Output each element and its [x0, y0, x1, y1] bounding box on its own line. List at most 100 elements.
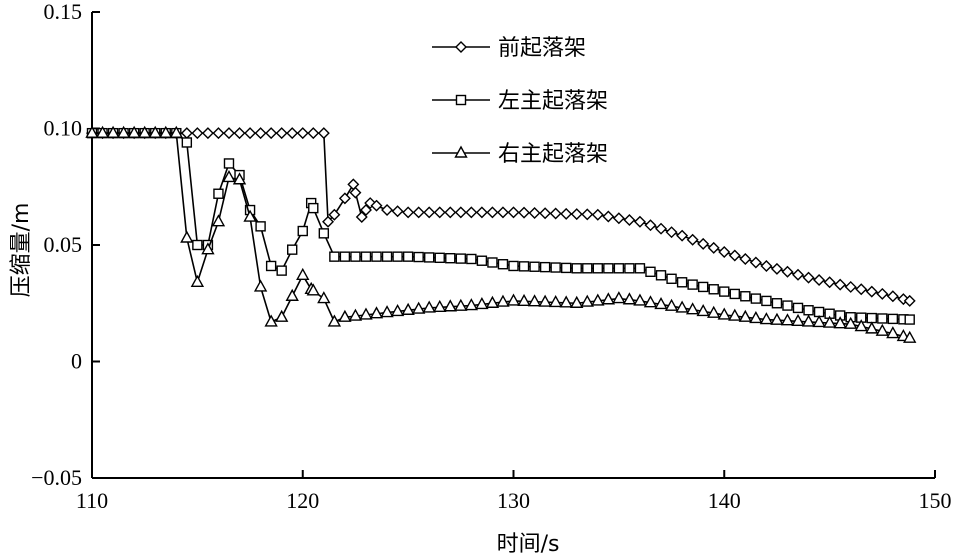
legend-label: 前起落架	[498, 36, 586, 61]
data-point	[803, 305, 814, 316]
data-point	[275, 127, 288, 140]
data-point	[506, 293, 521, 306]
data-point	[201, 127, 214, 140]
data-point	[350, 251, 361, 262]
data-point	[844, 280, 857, 293]
data-point	[455, 253, 467, 264]
data-point	[497, 259, 509, 270]
data-point	[782, 300, 793, 311]
data-point	[116, 125, 131, 138]
data-point	[243, 209, 257, 222]
data-point	[655, 270, 667, 281]
data-point	[306, 283, 320, 296]
data-point	[296, 267, 310, 280]
data-point	[95, 125, 110, 138]
data-point	[801, 314, 816, 327]
data-point	[548, 295, 563, 308]
data-point	[233, 127, 246, 140]
data-point	[244, 127, 257, 140]
data-point	[582, 263, 593, 274]
data-point	[876, 287, 889, 300]
data-point	[696, 303, 710, 317]
data-point	[550, 262, 561, 273]
legend-marker	[455, 41, 467, 53]
data-point	[496, 206, 509, 219]
data-point	[603, 263, 614, 274]
data-point	[771, 298, 783, 309]
data-point	[180, 230, 194, 243]
data-point	[665, 226, 678, 239]
data-point	[539, 207, 552, 220]
data-point	[707, 241, 720, 254]
data-point	[423, 206, 436, 219]
data-point	[834, 278, 847, 291]
data-point	[664, 298, 679, 311]
data-point	[212, 127, 225, 140]
data-point	[454, 206, 467, 219]
y-tick-label: −0.05	[31, 465, 82, 490]
data-point	[339, 251, 351, 262]
data-point	[676, 277, 688, 288]
data-point	[719, 286, 730, 297]
data-point	[802, 271, 815, 284]
data-point	[738, 309, 753, 322]
data-point	[581, 208, 594, 221]
data-point	[717, 307, 731, 320]
data-point	[347, 178, 360, 191]
data-point	[265, 260, 277, 272]
data-point	[412, 206, 425, 219]
data-point	[707, 305, 721, 318]
data-point	[465, 206, 478, 219]
data-point	[612, 212, 625, 225]
data-point	[138, 125, 152, 138]
x-tick-label: 140	[708, 488, 741, 513]
data-point	[253, 279, 268, 292]
y-tick-label: 0.10	[44, 116, 83, 141]
data-point	[232, 172, 247, 185]
data-point	[866, 312, 877, 324]
data-point	[329, 251, 340, 262]
data-point	[507, 206, 520, 219]
data-point	[750, 293, 762, 304]
data-point	[274, 309, 289, 322]
series-layer	[85, 125, 917, 343]
data-point	[486, 206, 499, 219]
data-point	[508, 260, 519, 272]
data-point	[454, 298, 468, 311]
data-point	[623, 213, 636, 226]
data-point	[370, 199, 383, 212]
data-point	[360, 251, 372, 262]
data-point	[622, 292, 637, 305]
data-point	[190, 274, 205, 287]
data-point	[770, 262, 783, 275]
data-point	[633, 215, 646, 228]
data-point	[359, 204, 372, 217]
data-point	[643, 295, 658, 308]
data-point	[904, 314, 915, 325]
data-point	[654, 296, 668, 310]
data-point	[833, 316, 847, 329]
data-point	[348, 308, 363, 321]
data-point	[443, 299, 457, 312]
data-point	[338, 192, 351, 205]
data-point	[613, 263, 625, 274]
data-point	[854, 319, 868, 332]
data-point	[222, 169, 236, 183]
data-point	[697, 281, 709, 293]
data-point	[359, 307, 373, 320]
data-point	[570, 208, 583, 221]
data-point	[759, 312, 774, 325]
data-point	[169, 125, 183, 138]
data-point	[570, 295, 584, 308]
data-point	[264, 314, 278, 327]
data-point	[686, 233, 699, 246]
data-point	[380, 305, 394, 318]
series-3	[85, 125, 917, 343]
data-point	[308, 202, 319, 214]
data-point	[875, 323, 889, 336]
data-point	[822, 315, 837, 328]
data-point	[527, 294, 542, 307]
data-point	[318, 228, 330, 239]
data-point	[338, 309, 352, 322]
data-point	[624, 263, 635, 274]
